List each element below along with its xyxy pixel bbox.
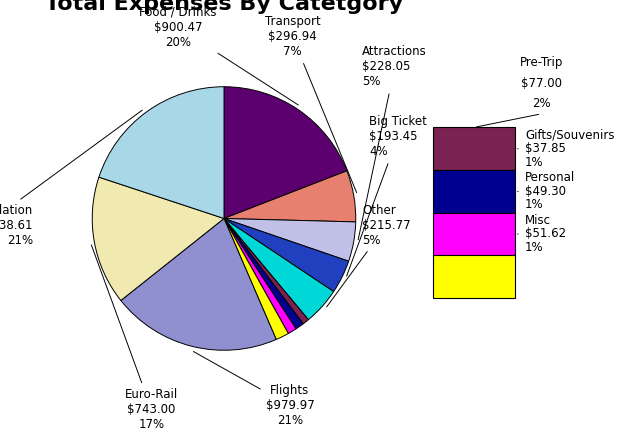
Text: Personal: Personal	[525, 171, 575, 184]
Text: Misc: Misc	[525, 214, 551, 227]
Bar	[433, 128, 515, 170]
Wedge shape	[224, 218, 308, 324]
Bar	[433, 213, 515, 255]
Wedge shape	[99, 87, 224, 218]
Bar	[433, 255, 515, 298]
Text: Gifts/Souvenirs: Gifts/Souvenirs	[525, 128, 614, 142]
Wedge shape	[224, 171, 356, 222]
Wedge shape	[224, 218, 296, 333]
Wedge shape	[224, 218, 333, 320]
Text: $77.00: $77.00	[521, 76, 562, 90]
Bar	[433, 170, 515, 213]
Wedge shape	[224, 218, 303, 329]
Text: Euro-Rail
$743.00
17%: Euro-Rail $743.00 17%	[92, 245, 178, 431]
Text: 1%: 1%	[525, 241, 544, 254]
Text: Other
$215.77
5%: Other $215.77 5%	[326, 204, 411, 307]
Wedge shape	[121, 218, 276, 350]
Text: Transport
$296.94
7%: Transport $296.94 7%	[265, 15, 356, 193]
Text: 2%: 2%	[532, 97, 551, 110]
Text: $37.85: $37.85	[525, 142, 566, 155]
Text: Accommodation
$938.61
21%: Accommodation $938.61 21%	[0, 110, 142, 246]
Wedge shape	[224, 218, 349, 291]
Text: Big Ticket
$193.45
4%: Big Ticket $193.45 4%	[347, 115, 427, 276]
Text: Pre-Trip: Pre-Trip	[520, 56, 563, 69]
Title: Total Expenses By Catetgory: Total Expenses By Catetgory	[45, 0, 403, 14]
Wedge shape	[92, 177, 224, 301]
Text: Flights
$979.97
21%: Flights $979.97 21%	[193, 351, 314, 427]
Text: Food / Drinks
$900.47
20%: Food / Drinks $900.47 20%	[139, 6, 298, 105]
Wedge shape	[224, 218, 289, 340]
Text: 1%: 1%	[525, 198, 544, 212]
Wedge shape	[224, 87, 347, 218]
Text: 1%: 1%	[525, 156, 544, 169]
Text: Attractions
$228.05
5%: Attractions $228.05 5%	[358, 45, 427, 240]
Text: $49.30: $49.30	[525, 185, 566, 198]
Wedge shape	[224, 218, 356, 261]
Text: $51.62: $51.62	[525, 227, 566, 240]
